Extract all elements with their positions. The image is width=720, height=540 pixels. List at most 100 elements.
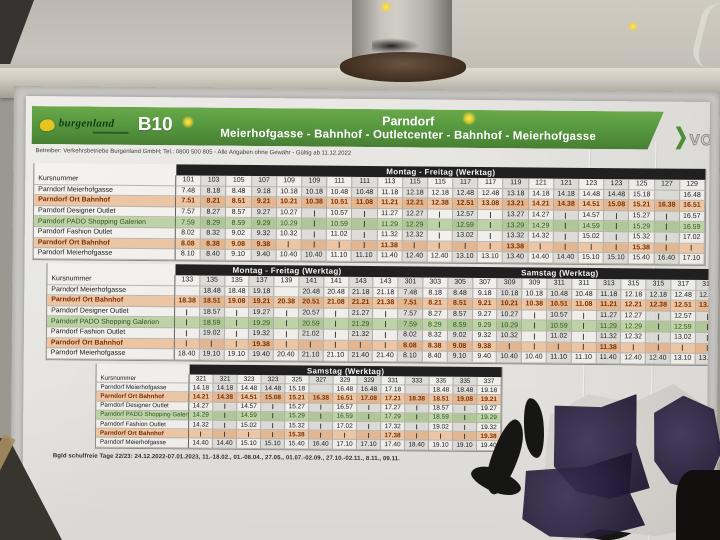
time-cell: 16.59 bbox=[333, 412, 358, 422]
time-cell: 16.51 bbox=[333, 394, 358, 404]
pass-through-bar bbox=[384, 321, 386, 328]
pass-through-bar bbox=[565, 212, 567, 219]
time-cell: 11.29 bbox=[377, 219, 403, 231]
kursnummer-cell: 135 bbox=[224, 275, 250, 287]
pass-through-bar bbox=[416, 433, 418, 439]
time-cell: 11.10 bbox=[326, 250, 352, 262]
time-cell: 13.10 bbox=[452, 251, 478, 263]
time-cell: 9.32 bbox=[251, 228, 277, 240]
pass-through-bar bbox=[186, 340, 188, 347]
time-cell: 8.21 bbox=[423, 298, 449, 310]
time-cell: 18.38 bbox=[175, 296, 201, 308]
time-cell: 9.38 bbox=[251, 239, 277, 251]
pass-through-bar bbox=[565, 244, 567, 251]
pass-through-cell bbox=[274, 307, 300, 319]
camera-glint bbox=[380, 2, 392, 12]
time-cell: 8.40 bbox=[200, 249, 227, 261]
pass-through-cell bbox=[274, 329, 299, 340]
time-cell: 13.32 bbox=[503, 231, 529, 242]
pass-through-cell bbox=[646, 321, 671, 333]
time-cell: 9.10 bbox=[447, 351, 473, 363]
kursnummer-cell: 305 bbox=[448, 277, 473, 289]
pass-through-bar bbox=[335, 331, 337, 338]
pass-through-bar bbox=[363, 242, 365, 249]
pass-through-bar bbox=[313, 210, 315, 217]
time-cell: 14.27 bbox=[528, 210, 554, 221]
time-cell: 10.51 bbox=[547, 299, 572, 311]
time-cell: 15.32 bbox=[629, 232, 655, 244]
time-cell: 12.59 bbox=[452, 220, 479, 231]
time-cell: 19.08 bbox=[453, 395, 478, 405]
time-cell: 19.27 bbox=[477, 404, 502, 414]
kursnummer-cell: 115 bbox=[428, 177, 454, 189]
kursnummer-cell: 121 bbox=[528, 178, 555, 190]
pass-through-bar bbox=[533, 343, 535, 350]
time-cell: 7.51 bbox=[176, 196, 202, 208]
time-cell: 16.48 bbox=[357, 385, 382, 395]
time-cell: 14.32 bbox=[528, 231, 554, 243]
pass-through-cell bbox=[323, 318, 349, 330]
pass-through-cell bbox=[427, 230, 453, 242]
time-cell: 14.21 bbox=[189, 392, 214, 403]
time-cell: 19.21 bbox=[477, 395, 502, 405]
pass-through-cell bbox=[373, 340, 399, 352]
time-cell: 9.32 bbox=[472, 330, 498, 342]
time-cell: 11.40 bbox=[596, 353, 622, 364]
time-cell: 13.21 bbox=[503, 199, 529, 211]
time-cell: 14.18 bbox=[528, 188, 555, 200]
time-cell: 11.10 bbox=[546, 352, 572, 364]
pass-through-cell bbox=[261, 421, 286, 431]
time-cell: 19.32 bbox=[477, 422, 502, 433]
kursnummer-cell: 323 bbox=[237, 374, 262, 385]
pass-through-cell bbox=[695, 311, 710, 323]
stop-label: Parndorf Meierhofgasse bbox=[33, 248, 176, 261]
pass-through-cell bbox=[621, 342, 647, 354]
pass-through-cell bbox=[301, 229, 327, 241]
time-cell: 13.40 bbox=[502, 252, 529, 264]
kursnummer-cell: 101 bbox=[176, 175, 202, 187]
pass-through-cell bbox=[405, 403, 430, 414]
kursnummer-cell: 129 bbox=[679, 179, 706, 191]
pass-through-cell bbox=[405, 422, 430, 432]
time-cell: 17.02 bbox=[333, 421, 358, 432]
pass-through-cell bbox=[522, 331, 547, 343]
pass-through-cell bbox=[357, 403, 382, 413]
time-cell: 19.27 bbox=[249, 307, 275, 319]
line-number-badge: B10 bbox=[137, 113, 173, 136]
time-cell: 16.48 bbox=[679, 190, 706, 202]
time-cell: 18.57 bbox=[199, 307, 225, 319]
header-band: burgenland B10 Parndorf Meierhofgasse - … bbox=[32, 106, 664, 150]
time-cell: 12.57 bbox=[670, 311, 696, 323]
time-cell: 19.10 bbox=[428, 440, 454, 451]
time-cell: 20.38 bbox=[274, 297, 300, 309]
empty-cell bbox=[405, 385, 430, 395]
pass-through-cell bbox=[453, 413, 478, 423]
kursnummer-cell: 123 bbox=[579, 178, 605, 190]
time-cell: 10.32 bbox=[276, 229, 302, 240]
kursnummer-cell: 117 bbox=[453, 177, 479, 189]
pass-through-cell bbox=[427, 219, 453, 231]
time-cell: 17.27 bbox=[381, 403, 406, 414]
pass-through-bar bbox=[320, 404, 322, 410]
pass-through-bar bbox=[285, 320, 287, 327]
pass-through-bar bbox=[186, 309, 188, 315]
time-cell: 15.38 bbox=[285, 430, 310, 440]
time-cell: 12.40 bbox=[621, 353, 646, 365]
time-cell: 20.48 bbox=[324, 287, 349, 299]
pass-through-cell bbox=[604, 210, 630, 222]
pass-through-bar bbox=[508, 343, 510, 350]
time-cell: 18.59 bbox=[429, 413, 454, 423]
time-cell: 10.57 bbox=[547, 310, 572, 322]
time-cell: 14.48 bbox=[261, 384, 286, 394]
time-cell: 8.10 bbox=[397, 351, 423, 363]
pass-through-bar bbox=[320, 413, 322, 419]
kursnummer-cell: 103 bbox=[201, 175, 227, 187]
time-cell: 11.27 bbox=[377, 208, 403, 220]
time-cell: 8.08 bbox=[397, 340, 423, 352]
pass-through-cell bbox=[373, 308, 399, 320]
time-cell: 19.02 bbox=[429, 422, 454, 432]
pass-through-cell bbox=[357, 412, 382, 423]
time-cell: 9.40 bbox=[472, 352, 498, 363]
pass-through-cell bbox=[298, 339, 324, 351]
